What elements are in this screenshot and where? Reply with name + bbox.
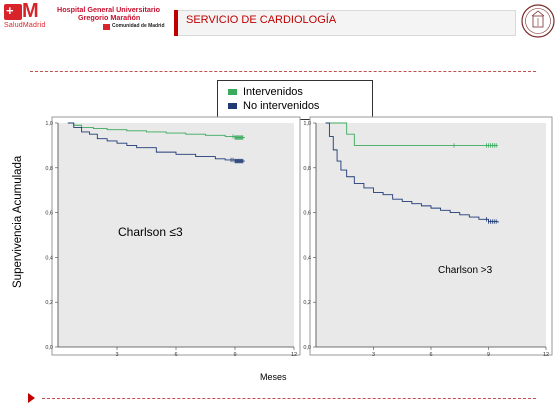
header-divider bbox=[30, 71, 536, 72]
comunidad-madrid-label: Comunidad de Madrid bbox=[112, 23, 165, 29]
plot-area-charlson-gt3 bbox=[316, 123, 546, 347]
legend-swatch-intervenidos bbox=[228, 89, 237, 95]
y-axis-label: Supervivencia Acumulada bbox=[12, 155, 24, 288]
x-tick-label-charlson-le3: 12 bbox=[291, 352, 297, 358]
y-tick-label-charlson-gt3: 0,6 bbox=[303, 211, 311, 217]
footer-divider bbox=[42, 398, 536, 399]
footer-arrow-icon bbox=[28, 393, 35, 403]
slide-title: SERVICIO DE CARDIOLOGÍA bbox=[186, 14, 337, 26]
y-tick-label-charlson-le3: 0,0 bbox=[45, 345, 53, 351]
series-line-intervenidos-charlson-gt3 bbox=[325, 122, 499, 146]
y-tick-label-charlson-le3: 0,6 bbox=[45, 211, 53, 217]
legend-label-intervenidos: Intervenidos bbox=[243, 86, 303, 98]
legend-item-no-intervenidos: No intervenidos bbox=[228, 100, 319, 112]
x-axis-label: Meses bbox=[260, 372, 287, 382]
x-tick-label-charlson-gt3: 9 bbox=[487, 352, 490, 358]
x-tick-label-charlson-le3: 9 bbox=[233, 352, 236, 358]
title-band bbox=[174, 10, 516, 36]
annotation-charlson-le3: Charlson ≤3 bbox=[118, 225, 183, 239]
x-tick-label-charlson-gt3: 3 bbox=[372, 352, 375, 358]
x-tick-label-charlson-gt3: 6 bbox=[429, 352, 432, 358]
title-accent-bar bbox=[174, 10, 178, 36]
y-tick-label-charlson-gt3: 0,4 bbox=[303, 255, 311, 261]
y-tick-label-charlson-gt3: 0,8 bbox=[303, 166, 311, 172]
hospital-name-line1: Hospital General Universitario bbox=[57, 5, 161, 14]
university-seal-icon bbox=[521, 4, 555, 38]
series-line-no-intervenidos-charlson-le3 bbox=[67, 122, 245, 162]
x-tick-label-charlson-le3: 3 bbox=[115, 352, 118, 358]
x-tick-label-charlson-le3: 6 bbox=[174, 352, 177, 358]
salud-madrid-logo: M bbox=[22, 0, 39, 22]
y-tick-label-charlson-gt3: 0,2 bbox=[303, 300, 311, 306]
plot-area-charlson-le3 bbox=[58, 123, 294, 347]
legend-item-intervenidos: Intervenidos bbox=[228, 86, 303, 98]
hospital-name-line2: Gregorio Marañón bbox=[78, 13, 141, 22]
logo-plus-badge: + bbox=[4, 3, 22, 20]
y-tick-label-charlson-gt3: 0,0 bbox=[303, 345, 311, 351]
y-tick-label-charlson-le3: 0,8 bbox=[45, 166, 53, 172]
y-tick-label-charlson-gt3: 1,0 bbox=[303, 121, 311, 127]
series-line-no-intervenidos-charlson-gt3 bbox=[325, 122, 499, 223]
x-tick-label-charlson-gt3: 12 bbox=[543, 352, 549, 358]
y-tick-label-charlson-le3: 0,2 bbox=[45, 300, 53, 306]
comunidad-flag-icon bbox=[103, 24, 110, 30]
legend-swatch-no-intervenidos bbox=[228, 103, 237, 109]
y-tick-label-charlson-le3: 0,4 bbox=[45, 255, 53, 261]
salud-madrid-wordmark: SaludMadrid bbox=[4, 22, 46, 29]
legend-label-no-intervenidos: No intervenidos bbox=[243, 100, 320, 112]
annotation-charlson-gt3: Charlson >3 bbox=[438, 265, 493, 276]
y-tick-label-charlson-le3: 1,0 bbox=[45, 121, 53, 127]
